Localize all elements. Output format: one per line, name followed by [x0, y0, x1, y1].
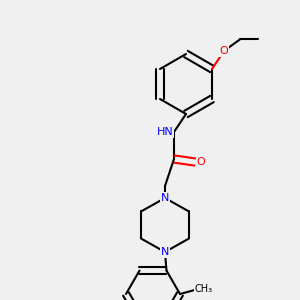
- Text: CH₃: CH₃: [195, 284, 213, 295]
- Text: N: N: [161, 247, 169, 257]
- Text: O: O: [196, 157, 206, 167]
- Text: O: O: [220, 46, 228, 56]
- Text: HN: HN: [157, 127, 173, 137]
- Text: N: N: [161, 193, 169, 203]
